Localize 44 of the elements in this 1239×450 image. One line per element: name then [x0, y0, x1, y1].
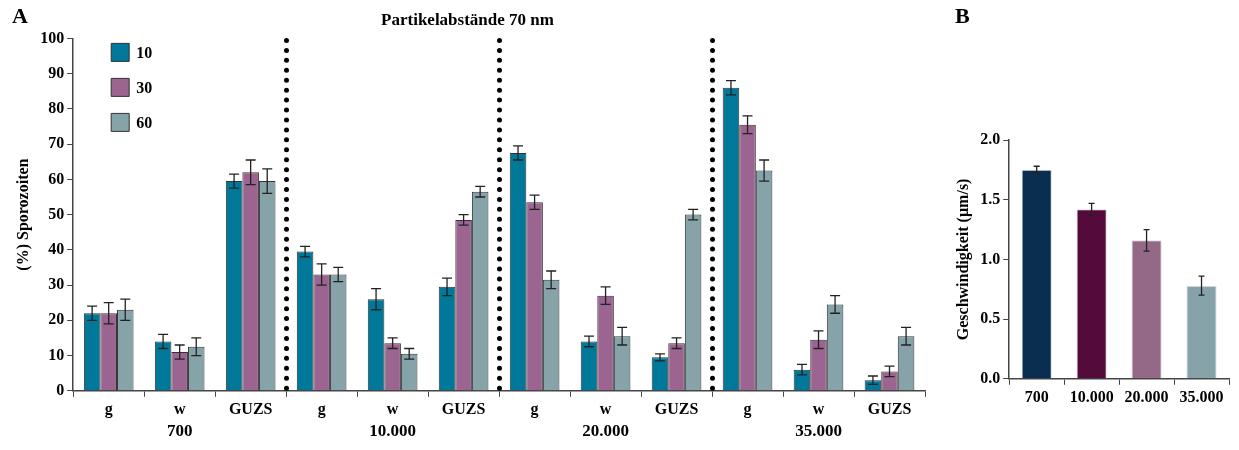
x-tick-label: g	[530, 399, 539, 418]
legend-label: 30	[136, 78, 153, 96]
x-tick-label: 700	[1024, 387, 1049, 405]
x-tick-label: g	[104, 399, 113, 418]
y-tick-label: 0	[56, 380, 65, 398]
y-tick-label: 0.5	[980, 309, 1001, 327]
y-axis-title: (%) Sporozoiten	[13, 158, 32, 271]
x-tick-label: 35.000	[1179, 387, 1224, 405]
x-tick-label: w	[599, 399, 612, 417]
y-tick-label: 20	[48, 310, 65, 328]
x-tick-label: 20.000	[1124, 387, 1169, 405]
x-tick-label: g	[743, 399, 752, 418]
x-tick-label: w	[812, 399, 825, 417]
x-tick-label: g	[317, 399, 326, 418]
y-tick-label: 1.0	[980, 249, 1001, 267]
x-tick-label: 10.000	[1069, 387, 1114, 405]
y-tick-label: 70	[48, 134, 65, 152]
legend-label: 10	[136, 43, 153, 61]
y-tick-label: 90	[48, 63, 65, 81]
legend-label: 60	[136, 113, 153, 131]
y-tick-label: 0.0	[980, 368, 1001, 386]
x-tick-label: w	[173, 399, 186, 417]
x-tick-label: GUZS	[228, 399, 273, 417]
y-tick-label: 10	[48, 345, 65, 363]
y-tick-label: 60	[48, 169, 65, 187]
x-tick-label: GUZS	[867, 399, 912, 417]
text: A	[12, 2, 28, 28]
y-tick-label: 2.0	[980, 130, 1001, 148]
text: 10.000	[369, 420, 416, 440]
x-tick-label: GUZS	[654, 399, 699, 417]
y-tick-label: 40	[48, 239, 65, 257]
y-tick-label: 80	[48, 99, 65, 117]
text: B	[955, 2, 970, 28]
text: 700	[166, 420, 193, 440]
y-axis-title: Geschwindigkeit (µm/s)	[953, 178, 972, 341]
x-tick-label: w	[386, 399, 399, 417]
y-tick-label: 50	[48, 204, 65, 222]
y-tick-label: 30	[48, 275, 65, 293]
y-tick-label: 1.5	[980, 189, 1001, 207]
x-tick-label: GUZS	[441, 399, 486, 417]
text: 35.000	[795, 420, 842, 440]
y-tick-label: 100	[40, 28, 65, 46]
chart-title: Partikelabstände 70 nm	[381, 9, 554, 29]
text: 20.000	[582, 420, 629, 440]
